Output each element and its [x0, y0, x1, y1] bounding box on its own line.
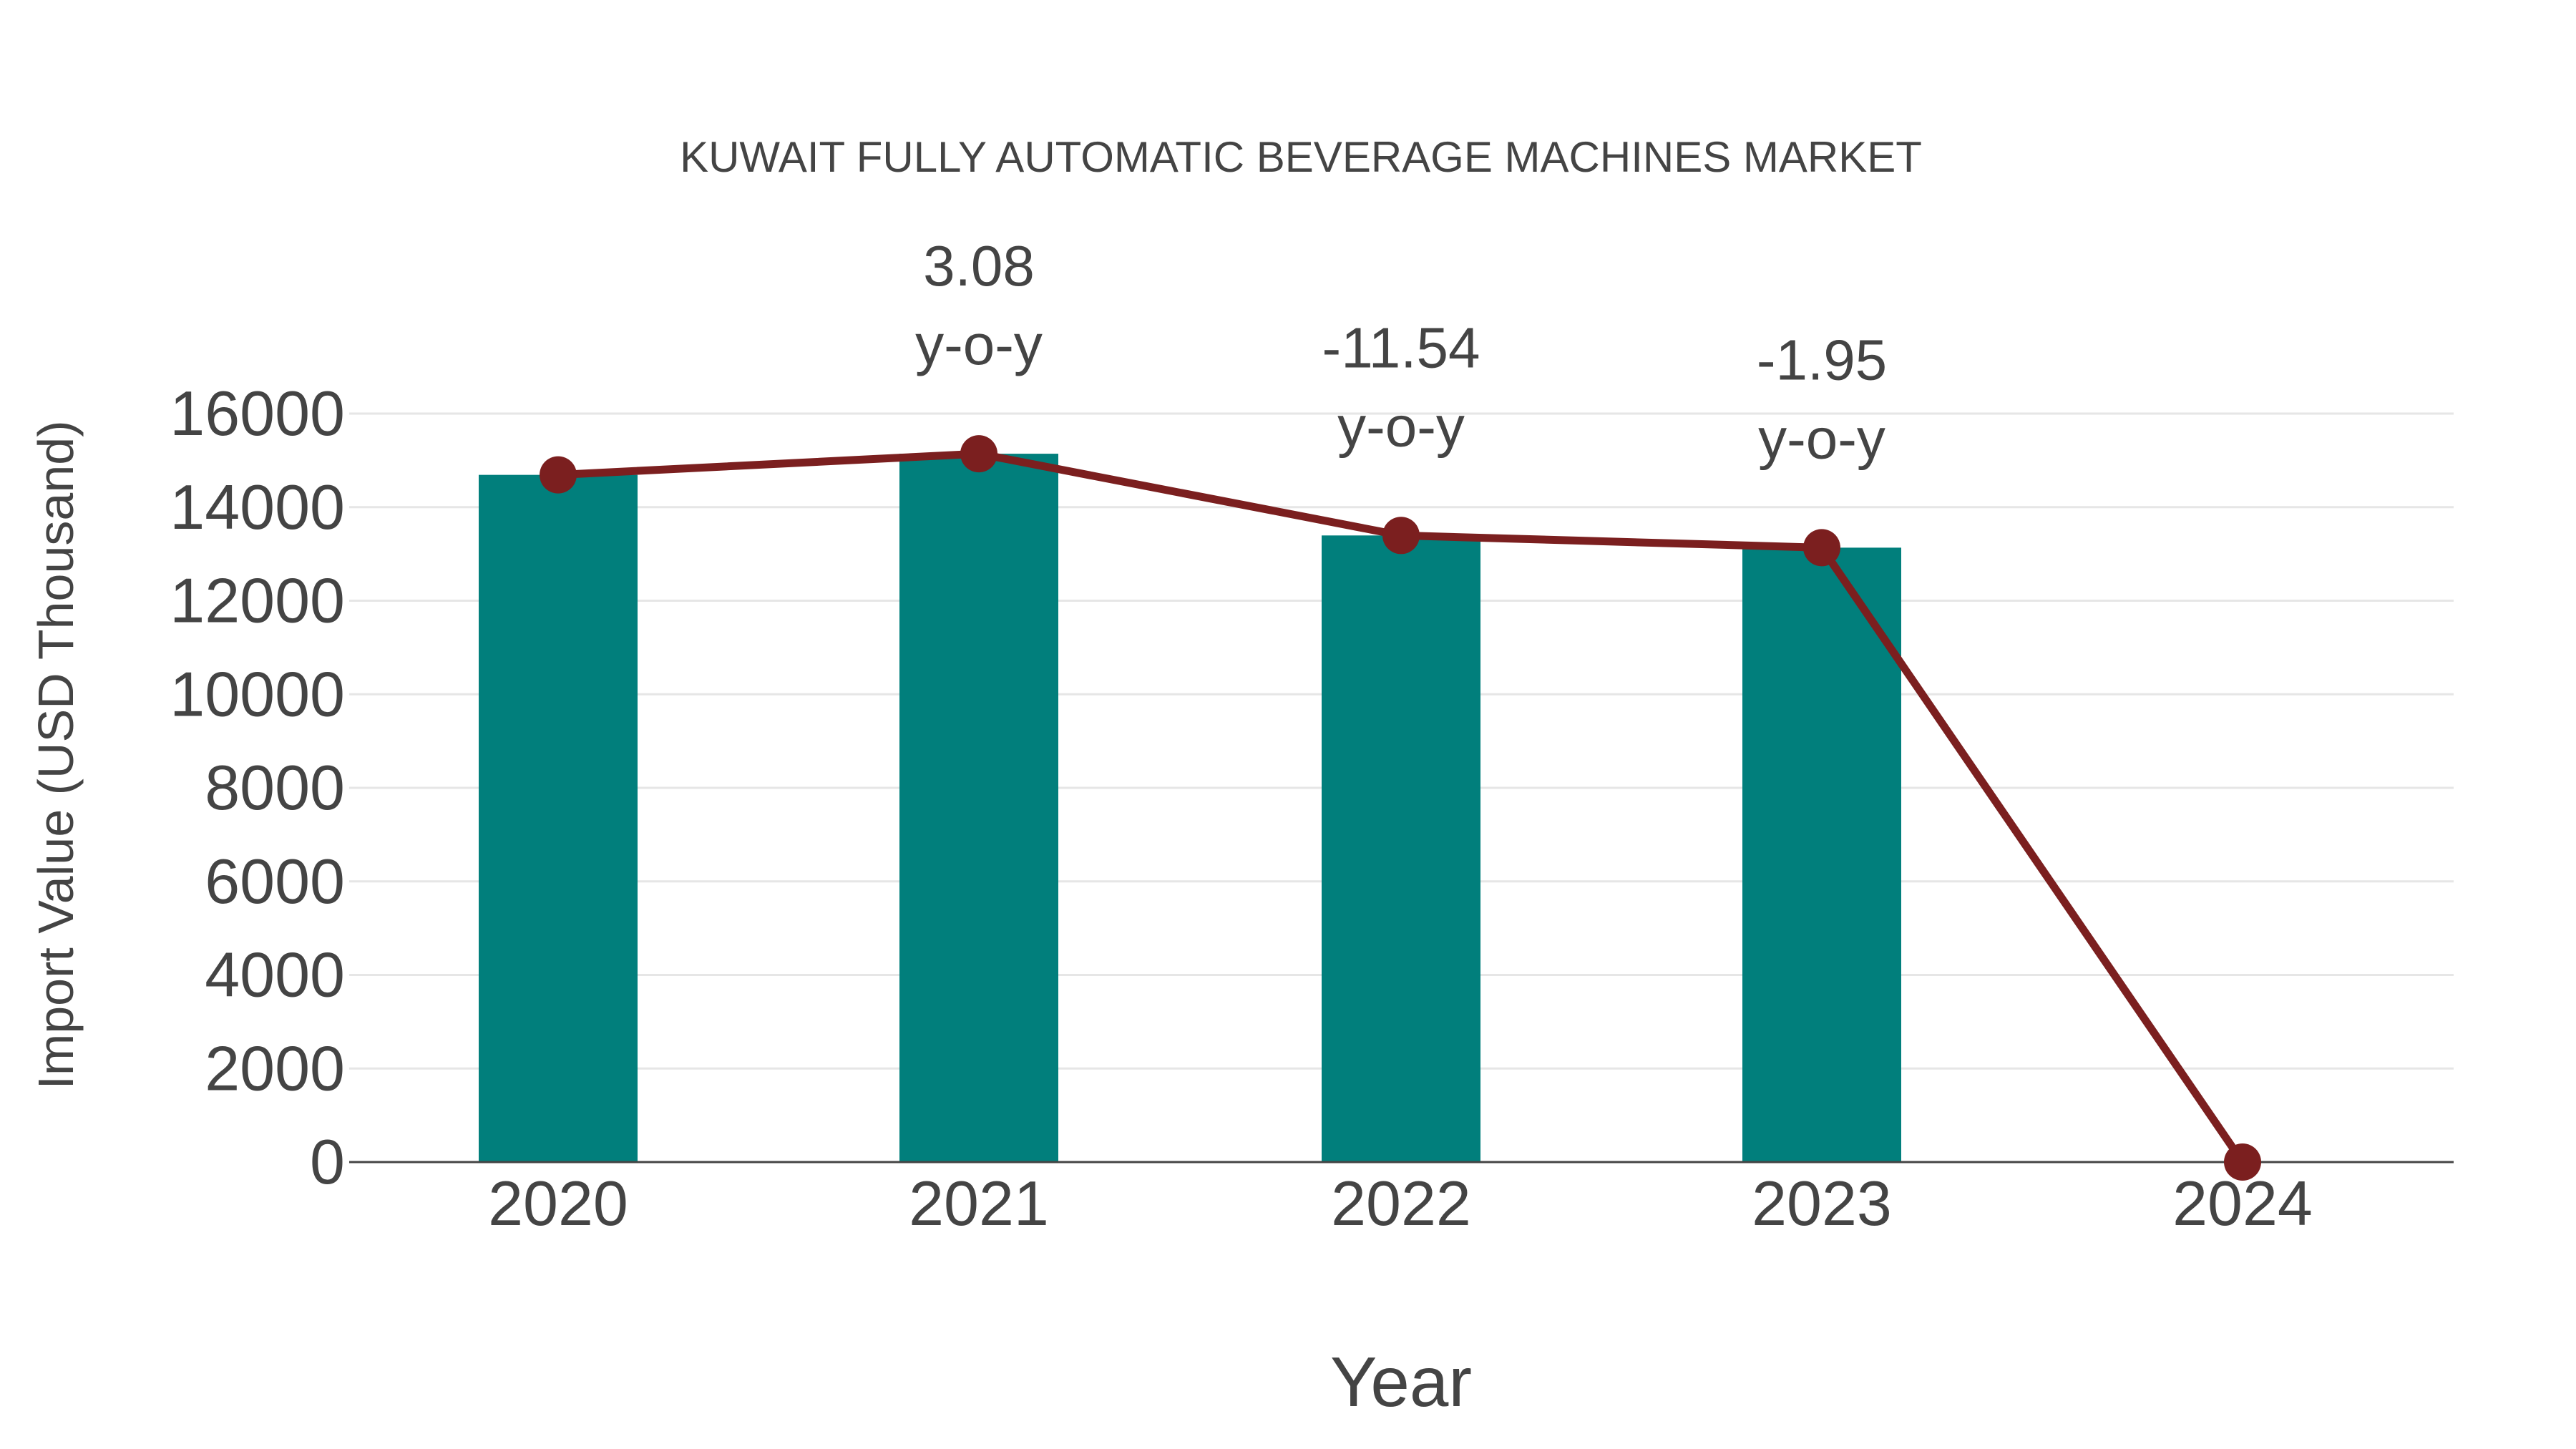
yoy-annotations: 3.08 y-o-y -11.54 y-o-y -1.95 y-o-y: [915, 234, 1887, 470]
bar-2022: [1322, 535, 1480, 1162]
line-marker: [540, 456, 577, 494]
x-axis-ticks: 2020 2021 2022 2023 2024: [488, 1168, 2313, 1239]
yoy-label: y-o-y: [1758, 406, 1885, 470]
y-axis-title: Import Value (USD Thousand): [28, 420, 84, 1089]
x-axis-title: Year: [1330, 1342, 1472, 1421]
bar-2021: [899, 454, 1058, 1162]
line-series: [540, 435, 2261, 1181]
bar-series: [479, 454, 1901, 1162]
line-marker: [960, 435, 997, 473]
x-tick-label: 2021: [909, 1168, 1049, 1239]
x-tick-label: 2022: [1331, 1168, 1471, 1239]
y-tick-label: 0: [310, 1126, 345, 1197]
bar-2023: [1742, 547, 1901, 1162]
y-tick-label: 10000: [170, 658, 345, 729]
y-tick-label: 14000: [170, 472, 345, 542]
line-marker: [1803, 529, 1840, 567]
y-tick-label: 16000: [170, 378, 345, 449]
yoy-value: -11.54: [1322, 316, 1480, 379]
chart-title: KUWAIT FULLY AUTOMATIC BEVERAGE MACHINES…: [680, 133, 1922, 181]
x-tick-label: 2023: [1752, 1168, 1892, 1239]
bar-2020: [479, 474, 638, 1162]
y-tick-label: 4000: [205, 940, 345, 1010]
line-marker: [2224, 1143, 2261, 1181]
line-marker: [1382, 517, 1420, 555]
yoy-label: y-o-y: [1337, 394, 1465, 458]
y-tick-label: 12000: [170, 565, 345, 636]
y-axis-ticks: 0 2000 4000 6000 8000 10000 12000 14000 16000: [170, 378, 345, 1197]
yoy-value: -1.95: [1757, 328, 1887, 391]
y-tick-label: 6000: [205, 846, 345, 917]
x-tick-label: 2020: [488, 1168, 628, 1239]
yoy-value: 3.08: [923, 234, 1035, 298]
yoy-label: y-o-y: [915, 313, 1043, 376]
y-tick-label: 8000: [205, 752, 345, 823]
y-tick-label: 2000: [205, 1033, 345, 1103]
